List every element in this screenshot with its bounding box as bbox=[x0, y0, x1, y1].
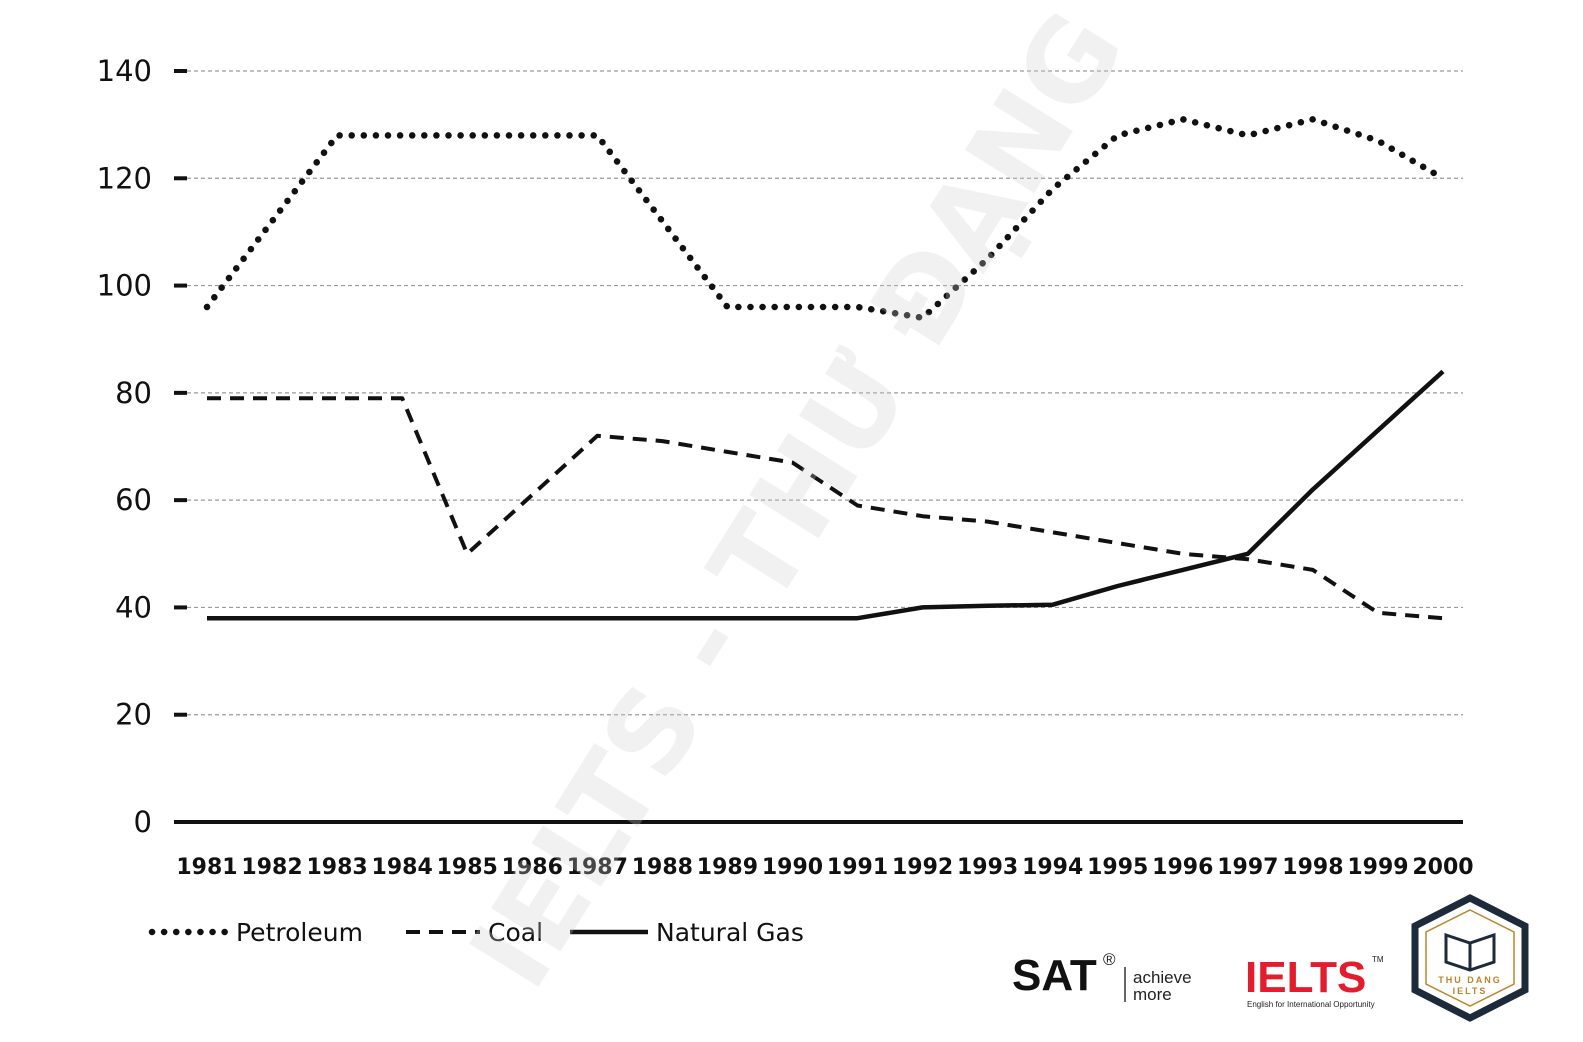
y-axis: 0 20 40 60 80 100 120 140 bbox=[97, 54, 187, 839]
x-tick-label: 1986 bbox=[502, 855, 563, 880]
sat-logo-registered: ® bbox=[1103, 950, 1116, 969]
x-tick-label: 1984 bbox=[372, 855, 433, 880]
y-tick-label: 100 bbox=[97, 269, 152, 303]
sat-logo-tagline-2: more bbox=[1133, 985, 1172, 1004]
x-tick-label: 1988 bbox=[632, 855, 693, 880]
ielts-logo: IELTS TM English for International Oppor… bbox=[1245, 953, 1384, 1009]
series-lines bbox=[203, 116, 1447, 621]
x-tick-label: 1987 bbox=[567, 855, 628, 880]
legend: Petroleum Coal Natural Gas bbox=[148, 918, 804, 947]
series-line-petroleum bbox=[203, 116, 1447, 322]
x-tick-label: 1991 bbox=[827, 855, 888, 880]
x-tick-label: 2000 bbox=[1412, 855, 1473, 880]
x-tick-label: 1989 bbox=[697, 855, 758, 880]
x-tick-label: 1999 bbox=[1347, 855, 1408, 880]
badge-inner-hexagon bbox=[1425, 909, 1515, 1007]
legend-label-coal: Coal bbox=[488, 918, 543, 947]
ielts-logo-text: IELTS bbox=[1245, 953, 1366, 1002]
y-tick-label: 20 bbox=[115, 698, 152, 732]
x-tick-label: 1983 bbox=[306, 855, 367, 880]
x-tick-label: 1996 bbox=[1152, 855, 1213, 880]
badge-name: THU DANG bbox=[1438, 975, 1502, 985]
thu-dang-badge-logo: THU DANG IELTS bbox=[1411, 894, 1529, 1022]
y-tick-label: 40 bbox=[115, 590, 152, 624]
gridlines bbox=[187, 70, 1463, 716]
x-tick-label: 1994 bbox=[1022, 855, 1083, 880]
x-tick-label: 1990 bbox=[762, 855, 823, 880]
y-tick-label: 0 bbox=[134, 805, 152, 839]
y-tick-label: 80 bbox=[115, 376, 152, 410]
x-tick-label: 1985 bbox=[437, 855, 498, 880]
y-tick-label: 120 bbox=[97, 161, 152, 195]
sat-logo: SAT ® achieve more bbox=[1012, 950, 1192, 1004]
sat-logo-text: SAT bbox=[1012, 951, 1097, 1000]
x-tick-label: 1992 bbox=[892, 855, 953, 880]
legend-label-petroleum: Petroleum bbox=[236, 918, 363, 947]
x-tick-label: 1998 bbox=[1282, 855, 1343, 880]
x-axis: 1981 1982 1983 1984 1985 1986 1987 1988 1989 1990… bbox=[174, 820, 1474, 880]
badge-sub: IELTS bbox=[1453, 986, 1488, 996]
legend-label-natural-gas: Natural Gas bbox=[656, 918, 804, 947]
ielts-logo-trademark: TM bbox=[1372, 955, 1384, 964]
y-tick-label: 140 bbox=[97, 54, 152, 88]
sat-logo-tagline-1: achieve bbox=[1133, 968, 1192, 987]
x-tick-label: 1982 bbox=[241, 855, 302, 880]
x-tick-label: 1981 bbox=[176, 855, 237, 880]
ielts-logo-tagline: English for International Opportunity bbox=[1247, 1000, 1375, 1009]
series-line-natural-gas bbox=[207, 369, 1445, 621]
y-tick-label: 60 bbox=[115, 483, 152, 517]
x-tick-label: 1995 bbox=[1087, 855, 1148, 880]
x-tick-label: 1997 bbox=[1217, 855, 1278, 880]
x-tick-label: 1993 bbox=[957, 855, 1018, 880]
